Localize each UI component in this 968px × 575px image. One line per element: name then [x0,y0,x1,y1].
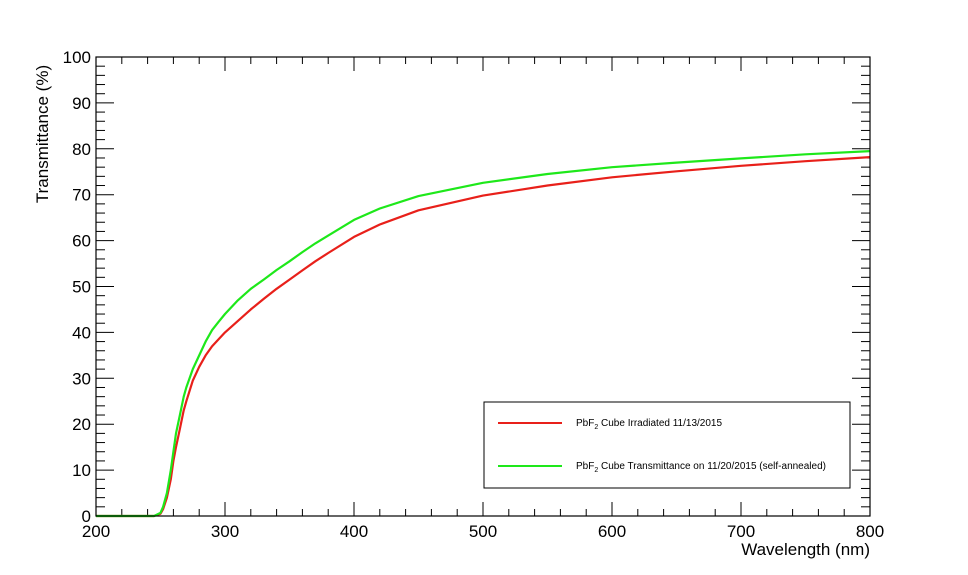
series-line-annealed [96,150,871,518]
y-tick-label: 90 [72,94,91,113]
legend-label-annealed: PbF2 Cube Transmittance on 11/20/2015 (s… [576,461,826,474]
y-tick-label: 0 [82,507,91,526]
legend-label-irradiated: PbF2 Cube Irradiated 11/13/2015 [576,418,722,431]
series-lines [96,150,871,518]
x-axis-title: Wavelength (nm) [741,540,870,559]
legend: PbF2 Cube Irradiated 11/13/2015 PbF2 Cub… [483,401,851,489]
y-tick-label: 40 [72,323,91,342]
y-tick-label: 20 [72,415,91,434]
legend-box [483,401,851,489]
x-tick-label: 400 [340,522,368,541]
axis-ticks [95,56,871,517]
y-tick-label: 70 [72,186,91,205]
legend-label-1-part-a: PbF [576,461,594,472]
legend-label-1-sub: 2 [594,467,598,474]
plot-frame [95,56,871,517]
y-tick-label: 100 [63,48,91,67]
tick-labels: 200 300 400 500 600 700 800 0 10 20 30 40 50 60 70 80 90… [63,48,885,541]
x-tick-label: 200 [82,522,110,541]
x-tick-label: 600 [598,522,626,541]
y-tick-label: 10 [72,461,91,480]
x-tick-label: 800 [856,522,884,541]
x-tick-label: 500 [469,522,497,541]
legend-label-0-part-b: Cube Irradiated 11/13/2015 [598,418,722,429]
y-tick-label: 80 [72,140,91,159]
y-tick-label: 30 [72,369,91,388]
x-tick-label: 300 [211,522,239,541]
legend-label-0-sub: 2 [594,424,598,431]
y-tick-label: 50 [72,278,91,297]
x-tick-label: 700 [727,522,755,541]
series-line-irradiated [96,156,871,518]
y-axis-title: Transmittance (%) [33,65,52,203]
legend-label-1-part-b: Cube Transmittance on 11/20/2015 (self-a… [598,461,826,472]
y-tick-label: 60 [72,232,91,251]
legend-label-0-part-a: PbF [576,418,594,429]
